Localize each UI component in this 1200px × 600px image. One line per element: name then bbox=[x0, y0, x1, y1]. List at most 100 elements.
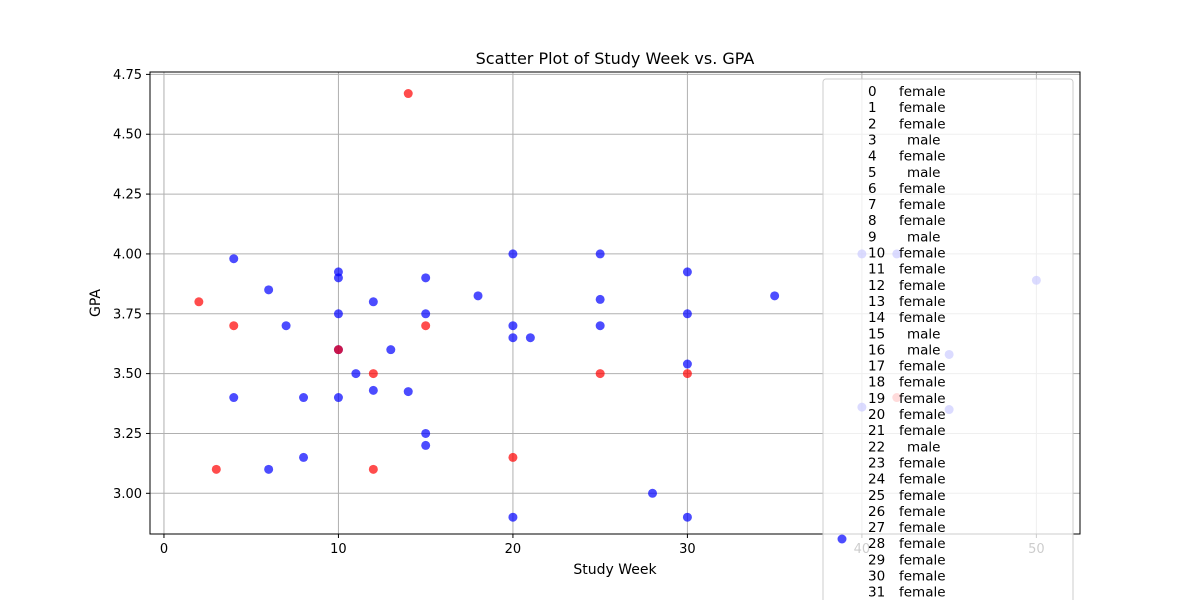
y-axis-label: GPA bbox=[88, 289, 104, 317]
legend-entry-label: female bbox=[899, 149, 946, 165]
scatter-point bbox=[299, 452, 309, 462]
scatter-point bbox=[386, 345, 396, 355]
scatter-point bbox=[333, 273, 343, 283]
legend-entry-label: female bbox=[899, 100, 946, 116]
legend-frame bbox=[822, 78, 1074, 600]
y-tick-label: 4.00 bbox=[113, 247, 142, 262]
scatter-point bbox=[421, 321, 431, 331]
chart-title: Scatter Plot of Study Week vs. GPA bbox=[476, 49, 755, 68]
legend-entry-index: 27 bbox=[868, 520, 885, 536]
legend-entry-index: 10 bbox=[868, 246, 885, 262]
scatter-point bbox=[211, 464, 221, 474]
x-tick-label: 0 bbox=[160, 542, 168, 557]
scatter-point bbox=[595, 249, 605, 259]
scatter-point bbox=[229, 321, 239, 331]
legend-entry-label: female bbox=[899, 84, 946, 100]
scatter-point bbox=[508, 249, 518, 259]
legend-entry-index: 24 bbox=[868, 472, 885, 488]
scatter-point bbox=[264, 285, 274, 295]
y-tick-label: 3.25 bbox=[113, 427, 142, 442]
legend-entry-label: female bbox=[899, 262, 946, 278]
legend-entry-index: 23 bbox=[868, 455, 885, 471]
legend-entry-index: 29 bbox=[868, 552, 885, 568]
scatter-point bbox=[648, 488, 658, 498]
y-tick-label: 4.25 bbox=[113, 188, 142, 203]
legend-entry-label: female bbox=[899, 585, 946, 600]
scatter-point bbox=[333, 345, 343, 355]
scatter-point bbox=[299, 393, 309, 403]
legend: 0 female 1 female 2 female 3 male 4 female 5 male 6 f… bbox=[822, 78, 1074, 600]
legend-entry-index: 19 bbox=[868, 391, 885, 407]
scatter-point bbox=[682, 369, 692, 379]
legend-entry-index: 17 bbox=[868, 359, 885, 375]
legend-entry-label: female bbox=[899, 116, 946, 132]
legend-entry-index: 26 bbox=[868, 504, 885, 520]
legend-marker bbox=[837, 534, 847, 544]
legend-entry-label: female bbox=[899, 504, 946, 520]
scatter-point bbox=[421, 273, 431, 283]
x-tick-label: 10 bbox=[330, 542, 347, 557]
legend-entry-label: female bbox=[899, 359, 946, 375]
y-tick-label: 3.00 bbox=[113, 487, 142, 502]
legend-entry-label: female bbox=[899, 375, 946, 391]
legend-entry-label: female bbox=[899, 213, 946, 229]
scatter-point bbox=[682, 309, 692, 319]
legend-entry-label: female bbox=[899, 181, 946, 197]
legend-entry-index: 20 bbox=[868, 407, 885, 423]
scatter-point bbox=[351, 369, 361, 379]
legend-entry-index: 31 bbox=[868, 585, 885, 600]
legend-entry-index: 11 bbox=[868, 262, 885, 278]
scatter-point bbox=[508, 452, 518, 462]
legend-entry-label: male bbox=[907, 342, 940, 358]
legend-entry-label: female bbox=[899, 536, 946, 552]
y-tick-label: 3.75 bbox=[113, 307, 142, 322]
legend-entry-index: 28 bbox=[868, 536, 885, 552]
scatter-point bbox=[281, 321, 291, 331]
scatter-point bbox=[229, 254, 239, 264]
legend-entry-label: male bbox=[907, 165, 940, 181]
scatter-point bbox=[770, 291, 780, 301]
scatter-point bbox=[421, 309, 431, 319]
y-tick-label: 4.50 bbox=[113, 128, 142, 143]
scatter-point bbox=[368, 369, 378, 379]
scatter-point bbox=[229, 393, 239, 403]
y-tick-label: 3.50 bbox=[113, 367, 142, 382]
scatter-point bbox=[368, 464, 378, 474]
legend-entry-label: male bbox=[907, 326, 940, 342]
scatter-point bbox=[525, 333, 535, 343]
scatter-point bbox=[403, 89, 413, 99]
legend-entry-index: 21 bbox=[868, 423, 885, 439]
legend-entry-index: 0 bbox=[868, 84, 877, 100]
scatter-point bbox=[403, 387, 413, 397]
legend-entry-index: 18 bbox=[868, 375, 885, 391]
legend-entry-index: 9 bbox=[868, 229, 877, 245]
legend-entry-label: female bbox=[899, 278, 946, 294]
scatter-point bbox=[508, 512, 518, 522]
legend-entry-label: female bbox=[899, 552, 946, 568]
scatter-point bbox=[194, 297, 204, 307]
scatter-point bbox=[595, 294, 605, 304]
legend-entry-label: female bbox=[899, 310, 946, 326]
scatter-point bbox=[264, 464, 274, 474]
scatter-point bbox=[473, 291, 483, 301]
legend-entry-label: female bbox=[899, 294, 946, 310]
legend-entry-index: 13 bbox=[868, 294, 885, 310]
legend-entry-index: 6 bbox=[868, 181, 877, 197]
scatter-point bbox=[682, 512, 692, 522]
legend-entry-label: female bbox=[899, 488, 946, 504]
scatter-point bbox=[368, 385, 378, 395]
legend-entry-label: female bbox=[899, 472, 946, 488]
scatter-point bbox=[421, 428, 431, 438]
scatter-point bbox=[421, 440, 431, 450]
scatter-point bbox=[595, 321, 605, 331]
legend-entry-index: 2 bbox=[868, 116, 877, 132]
legend-entry-index: 3 bbox=[868, 132, 877, 148]
legend-entry-label: female bbox=[899, 520, 946, 536]
legend-entry-label: female bbox=[899, 569, 946, 585]
legend-entry-label: male bbox=[907, 132, 940, 148]
scatter-point bbox=[595, 369, 605, 379]
x-tick-label: 30 bbox=[679, 542, 696, 557]
legend-entry-label: female bbox=[899, 246, 946, 262]
legend-entry-index: 16 bbox=[868, 342, 885, 358]
scatter-point bbox=[333, 393, 343, 403]
